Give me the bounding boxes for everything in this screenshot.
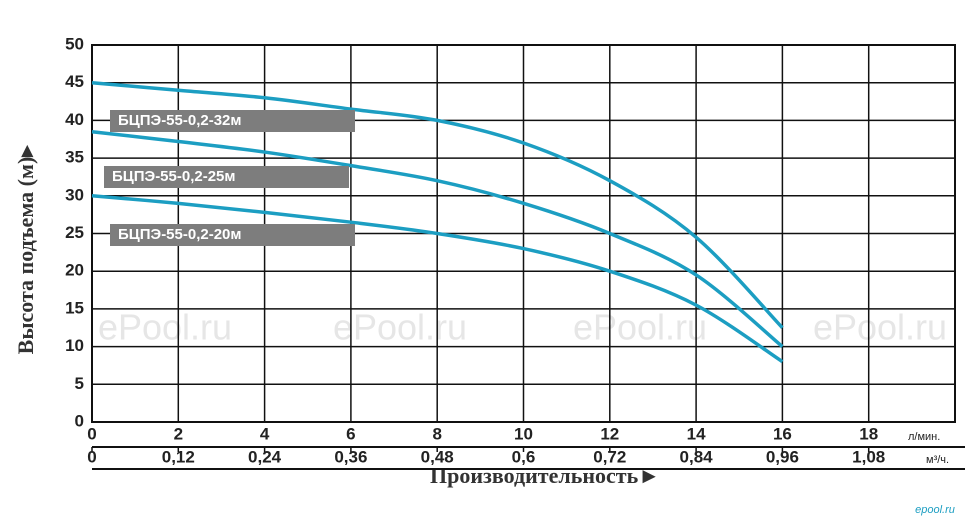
x-tick-label: 14: [687, 424, 706, 443]
y-tick-label: 50: [65, 34, 84, 53]
x2-tick-label: 0,6: [512, 447, 536, 466]
x2-tick-label: 0,72: [593, 447, 626, 466]
x-tick-label: 6: [346, 424, 355, 443]
x-tick-label: 4: [260, 424, 270, 443]
x-tick-label: 8: [432, 424, 441, 443]
pump-curve: [91, 80, 784, 329]
x-tick-label: 12: [600, 424, 619, 443]
x-tick-label: 18: [859, 424, 878, 443]
y-tick-label: 20: [65, 261, 84, 280]
y-tick-label: 5: [75, 374, 84, 393]
series-label: БЦПЭ-55-0,2-20м: [118, 226, 242, 243]
x2-tick-label: 0,48: [421, 447, 454, 466]
x2-tick-label: 0,84: [680, 447, 714, 466]
y-tick-label: 25: [65, 223, 84, 242]
y-tick-label: 45: [65, 72, 84, 91]
watermark: ePool.ru: [573, 307, 707, 348]
series-label-box: [104, 166, 349, 188]
watermarks: ePool.ru ePool.ru ePool.ru ePool.ru: [98, 307, 947, 348]
pump-curve: [91, 129, 784, 348]
pump-curve: [91, 194, 784, 364]
y-tick-label: 40: [65, 110, 84, 129]
watermark: ePool.ru: [98, 307, 232, 348]
y-tick-label: 30: [65, 185, 84, 204]
x2-tick-label: 0,24: [248, 447, 282, 466]
x2-tick-label: 0,96: [766, 447, 799, 466]
series-label: БЦПЭ-55-0,2-25м: [112, 168, 236, 185]
x2-unit: м³/ч.: [926, 454, 949, 466]
y-tick-label: 0: [75, 411, 84, 430]
y-tick-label: 15: [65, 298, 84, 317]
x-tick-label: 0: [87, 424, 96, 443]
y-tick-label: 35: [65, 148, 84, 167]
x-tick-label: 10: [514, 424, 533, 443]
x2-tick-label: 0,12: [162, 447, 195, 466]
x-axis-title: Производительность►: [430, 463, 660, 488]
site-badge: [905, 503, 965, 517]
y-tick-label: 10: [65, 336, 84, 355]
x-tick-label: 2: [174, 424, 183, 443]
series-label-box: [110, 110, 355, 132]
watermark: ePool.ru: [333, 307, 467, 348]
x-unit: л/мин.: [908, 431, 940, 443]
x2-tick-label: 0,36: [334, 447, 367, 466]
x2-tick-label: 0: [87, 447, 96, 466]
watermark: ePool.ru: [813, 307, 947, 348]
x2-tick-label: 1,08: [852, 447, 885, 466]
series-label-box: [110, 224, 355, 246]
site-label: epool.ru: [915, 504, 955, 516]
x-tick-label: 16: [773, 424, 792, 443]
series-label: БЦПЭ-55-0,2-32м: [118, 112, 242, 129]
y-axis-title: Высота подъема (м)▸: [13, 145, 38, 355]
